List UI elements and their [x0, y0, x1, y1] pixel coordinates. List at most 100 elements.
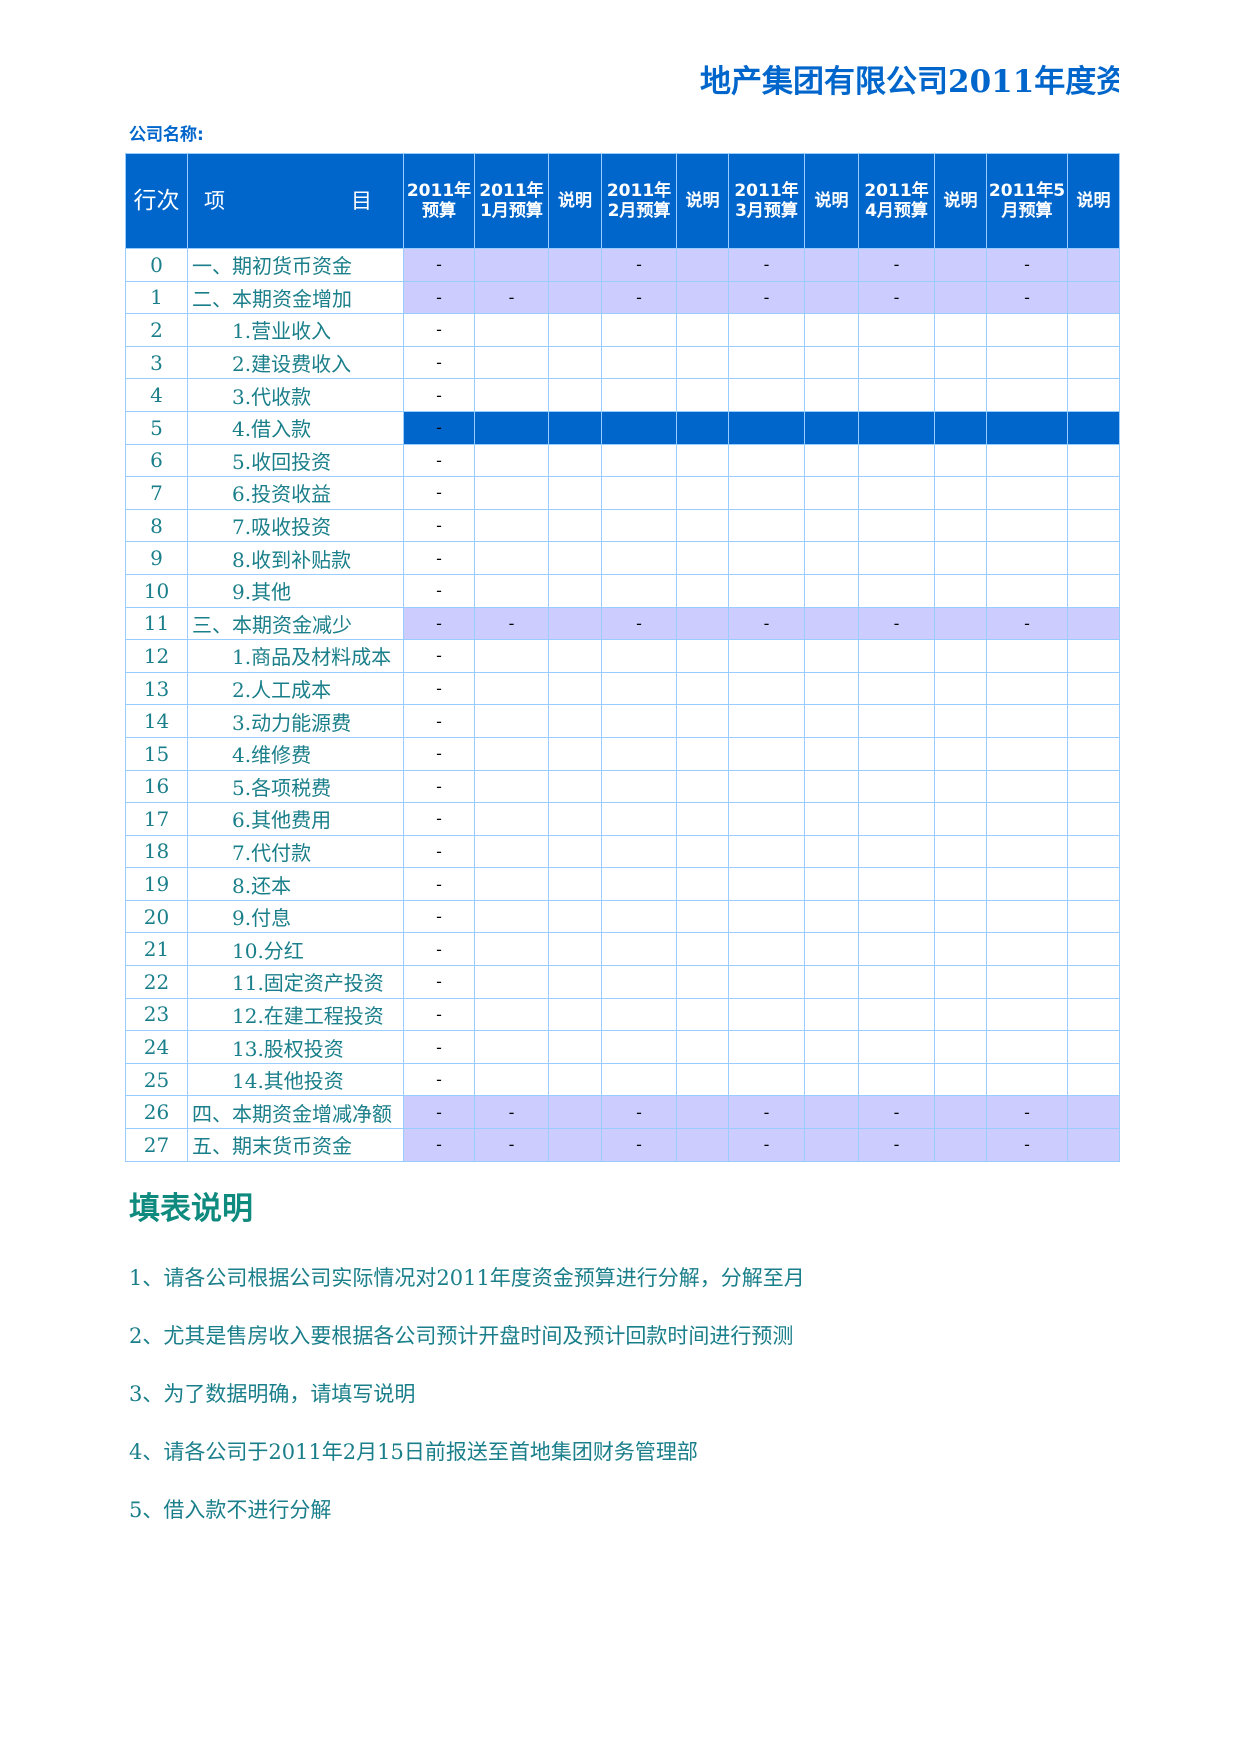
- value-cell: [986, 443, 1068, 478]
- value-cell: [804, 997, 859, 1032]
- value-cell: [986, 573, 1068, 608]
- value-cell: -: [601, 1128, 677, 1162]
- row-number: 2: [125, 313, 188, 347]
- table-row: 23 12.在建工程投资 -: [125, 997, 1120, 1032]
- value-cell: [601, 899, 677, 934]
- value-cell: -: [986, 606, 1068, 641]
- value-cell: [1067, 932, 1120, 967]
- value-cell: [601, 769, 677, 804]
- value-cell: [804, 639, 859, 673]
- value-cell: [858, 541, 935, 575]
- value-cell: [676, 671, 729, 706]
- value-cell: [1067, 1128, 1120, 1162]
- value-cell: [474, 476, 549, 510]
- value-cell: [858, 704, 935, 738]
- value-cell: [804, 932, 859, 967]
- table-row: 3 2.建设费收入 -: [125, 345, 1120, 380]
- table-row: 13 2.人工成本 -: [125, 671, 1120, 706]
- value-cell: [728, 476, 805, 510]
- table-row: 20 9.付息 -: [125, 899, 1120, 934]
- value-cell: [676, 736, 729, 771]
- value-cell: [601, 997, 677, 1032]
- value-cell: [601, 541, 677, 575]
- value-cell: [934, 508, 987, 543]
- value-cell: [728, 1030, 805, 1064]
- value-cell: [804, 671, 859, 706]
- value-cell: [728, 802, 805, 836]
- header-cell: 说明: [676, 153, 729, 249]
- value-cell: [934, 541, 987, 575]
- value-cell: [474, 671, 549, 706]
- value-cell: -: [403, 378, 475, 412]
- row-number: 21: [125, 932, 188, 967]
- row-item: 二、本期资金增加: [187, 280, 404, 315]
- value-cell: [676, 313, 729, 347]
- value-cell: [986, 541, 1068, 575]
- value-cell: [474, 541, 549, 575]
- value-cell: [728, 508, 805, 543]
- value-cell: [601, 736, 677, 771]
- value-cell: [934, 1095, 987, 1130]
- value-cell: [548, 541, 602, 575]
- value-cell: [1067, 1062, 1120, 1097]
- value-cell: -: [728, 1095, 805, 1130]
- row-item: 5.收回投资: [187, 443, 404, 478]
- value-cell: -: [403, 639, 475, 673]
- value-cell: [728, 410, 805, 445]
- value-cell: [1067, 802, 1120, 836]
- row-number: 7: [125, 476, 188, 510]
- header-cell: 项 目: [187, 153, 404, 249]
- value-cell: -: [986, 280, 1068, 315]
- value-cell: [548, 899, 602, 934]
- header-cell: 说明: [548, 153, 602, 249]
- value-cell: [676, 704, 729, 738]
- value-cell: [548, 606, 602, 641]
- value-cell: [934, 932, 987, 967]
- value-cell: [474, 769, 549, 804]
- value-cell: -: [474, 1095, 549, 1130]
- value-cell: [548, 508, 602, 543]
- company-label: 公司名称:: [129, 125, 204, 145]
- value-cell: [1067, 378, 1120, 412]
- row-number: 17: [125, 802, 188, 836]
- value-cell: [986, 1062, 1068, 1097]
- row-item: 3.动力能源费: [187, 704, 404, 738]
- notes-title: 填表说明: [129, 1191, 253, 1227]
- row-number: 8: [125, 508, 188, 543]
- value-cell: -: [403, 965, 475, 999]
- value-cell: [474, 410, 549, 445]
- value-cell: [858, 443, 935, 478]
- value-cell: [1067, 606, 1120, 641]
- value-cell: [804, 345, 859, 380]
- value-cell: [858, 508, 935, 543]
- row-item: 14.其他投资: [187, 1062, 404, 1097]
- row-number: 3: [125, 345, 188, 380]
- value-cell: -: [403, 769, 475, 804]
- value-cell: [548, 248, 602, 282]
- value-cell: [548, 313, 602, 347]
- row-number: 12: [125, 639, 188, 673]
- value-cell: [1067, 508, 1120, 543]
- row-item: 8.还本: [187, 867, 404, 901]
- value-cell: -: [403, 802, 475, 836]
- table-row: 5 4.借入款 -: [125, 410, 1120, 445]
- value-cell: [986, 378, 1068, 412]
- header-cell: 2011年3月预算: [728, 153, 805, 249]
- value-cell: [601, 508, 677, 543]
- value-cell: [804, 541, 859, 575]
- value-cell: [548, 476, 602, 510]
- table-row: 26 四、本期资金增减净额 - - - - - -: [125, 1095, 1120, 1130]
- row-item: 四、本期资金增减净额: [187, 1095, 404, 1130]
- value-cell: [728, 573, 805, 608]
- table-row: 4 3.代收款 -: [125, 378, 1120, 412]
- row-item: 12.在建工程投资: [187, 997, 404, 1032]
- note-item: 2、尤其是售房收入要根据各公司预计开盘时间及预计回款时间进行预测: [129, 1324, 794, 1348]
- value-cell: [601, 802, 677, 836]
- value-cell: [986, 345, 1068, 380]
- row-item: 13.股权投资: [187, 1030, 404, 1064]
- value-cell: [934, 1030, 987, 1064]
- value-cell: [986, 639, 1068, 673]
- value-cell: -: [403, 248, 475, 282]
- row-number: 20: [125, 899, 188, 934]
- value-cell: -: [403, 671, 475, 706]
